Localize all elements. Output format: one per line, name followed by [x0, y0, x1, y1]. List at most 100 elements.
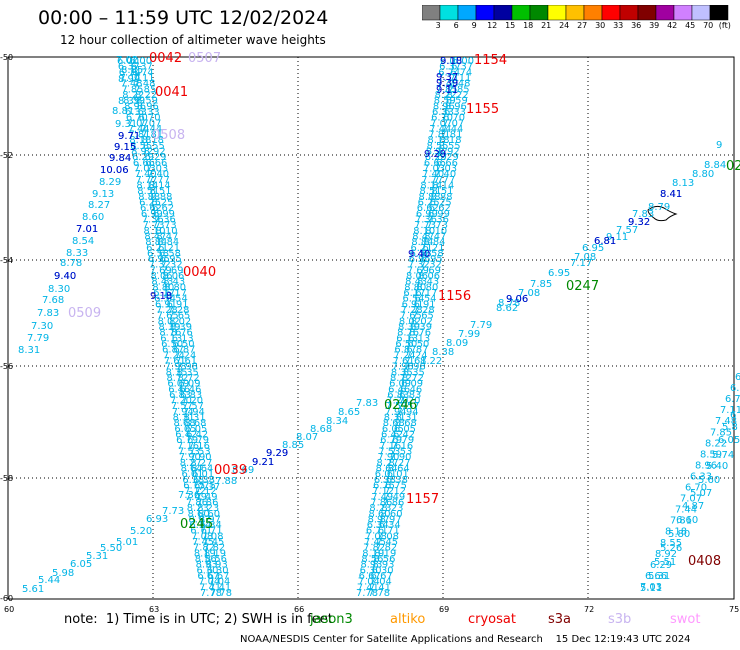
track-a-mark: 6.74 — [119, 67, 141, 78]
track-g-mark: 7.81 — [670, 516, 692, 527]
track-a2-mark: 8.84 — [157, 237, 179, 248]
track-a2-mark: 7.24 — [174, 350, 196, 361]
track-b2-mark: 6.74 — [450, 67, 472, 78]
track-b2-mark: 6.95 — [421, 254, 443, 265]
track-b-value: 9.40 — [54, 271, 76, 282]
track-a-mark: 8.55 — [130, 141, 152, 152]
track-e-value: 8.79 — [648, 202, 670, 213]
track-b-mark: 8.14 — [420, 181, 442, 192]
track-a2-mark: 8.76 — [171, 328, 193, 339]
track-a2-mark: 8.31 — [184, 413, 206, 424]
track-a2-mark: 8.51 — [150, 186, 172, 197]
track-b-mark: 6.54 — [402, 294, 424, 305]
track-b2-mark: 7.11 — [449, 73, 471, 84]
track-a-value: 8.81 — [112, 106, 134, 117]
track-b-mark: 7.11 — [437, 73, 459, 84]
track-b2-mark: 6.87 — [406, 345, 428, 356]
track-b-value: 8.33 — [66, 248, 88, 259]
track-a-mark: 6.91 — [155, 299, 177, 310]
track-b-mark: 7.32 — [408, 260, 430, 271]
track-b2-mark: 6.17 — [415, 288, 437, 299]
track-b2-mark: 7.61 — [405, 356, 427, 367]
track-a2-mark: 8.92 — [144, 147, 166, 158]
track-a2-mark: 8.23 — [197, 503, 219, 514]
track-d-value: 8.68 — [310, 424, 332, 435]
track-a-mark: 8.60 — [188, 509, 210, 520]
track-b-mark: 7.81 — [428, 130, 450, 141]
track-b2-mark: 6.13 — [408, 333, 430, 344]
track-b-value: 9.84 — [109, 153, 131, 164]
color-scale-label: 18 — [523, 21, 534, 30]
wave-height-map: 60 63 66 69 72 75-50-52-54-56-58-60 6.006.376… — [0, 51, 740, 612]
pass-id-label: 0408 — [688, 554, 721, 569]
track-a-mark: 6.70 — [126, 113, 148, 124]
track-g-mark: 8.55 — [660, 538, 682, 549]
color-scale-label: 39 — [649, 21, 660, 30]
track-a2-mark: 7.11 — [133, 73, 155, 84]
track-b2-mark: 8.60 — [381, 509, 403, 520]
track-b-mark: 7.78 — [356, 588, 378, 599]
track-d-value: 8.34 — [326, 416, 348, 427]
track-b2-mark: 7.48 — [448, 79, 470, 90]
track-e-value: 8.80 — [692, 169, 714, 180]
track-a-mark: 6.00 — [117, 56, 139, 67]
track-a2-mark: 7.04 — [208, 577, 230, 588]
track-b2-mark: 8.88 — [431, 192, 453, 203]
color-scale-label: 24 — [559, 21, 570, 30]
pass-id-label: 02 — [726, 159, 740, 174]
track-d-value: 5.31 — [86, 551, 108, 562]
color-scale-label: 9 — [471, 21, 477, 30]
track-b-mark: 8.76 — [397, 328, 419, 339]
track-a-value: 8.99 — [118, 74, 140, 85]
track-a2-mark: 6.70 — [139, 113, 161, 124]
track-b2-mark: 8.68 — [395, 418, 417, 429]
track-a2-mark: 8.64 — [191, 463, 213, 474]
track-a-mark: 8.84 — [145, 237, 167, 248]
track-b-mark: 8.06 — [406, 271, 428, 282]
track-b2-mark: 8.93 — [372, 560, 394, 571]
track-d-value: 9.29 — [266, 448, 288, 459]
track-b-mark: 7.40 — [422, 169, 444, 180]
track-a-mark: 7.90 — [179, 452, 201, 463]
track-b-mark: 8.96 — [433, 101, 455, 112]
track-b-mark: 6.13 — [396, 333, 418, 344]
color-scale-label: 6 — [453, 21, 459, 30]
credit-line: NOAA/NESDIS Center for Satellite Applica… — [240, 634, 691, 645]
track-a2-mark: 7.69 — [161, 265, 183, 276]
track-b-mark: 8.35 — [391, 367, 413, 378]
track-e-value: 9.06 — [506, 294, 528, 305]
track-a-mark: 8.22 — [122, 90, 144, 101]
track-b2-mark: 8.55 — [439, 141, 461, 152]
track-d-value: 5.50 — [100, 543, 122, 554]
track-a-mark: 8.97 — [189, 514, 211, 525]
track-g-mark: 8.92 — [655, 549, 677, 560]
track-a-mark: 8.93 — [196, 560, 218, 571]
track-d-value: 5.61 — [22, 584, 44, 595]
track-g-mark: 8.18 — [665, 527, 687, 538]
track-b2-mark: 8.23 — [381, 503, 403, 514]
track-b2-mark: 7.57 — [397, 401, 419, 412]
track-a2-mark: 6.79 — [187, 435, 209, 446]
track-b2-mark: 8.59 — [446, 96, 468, 107]
track-a-mark: 7.08 — [191, 531, 213, 542]
lat-tick-label: -52 — [0, 151, 13, 160]
track-b2-mark: 6.42 — [393, 430, 415, 441]
track-b2-mark: 6.70 — [443, 113, 465, 124]
track-b-value: 7.68 — [42, 295, 64, 306]
legend-item-swot: swot — [670, 612, 701, 627]
track-a2-mark: 7.57 — [182, 401, 204, 412]
track-a2-mark: 7.12 — [195, 486, 217, 497]
track-a-mark: 6.99 — [141, 209, 163, 220]
track-b-mark: 6.34 — [367, 520, 389, 531]
track-b-mark: 7.77 — [421, 175, 443, 186]
track-b2-mark: 7.98 — [404, 362, 426, 373]
track-a-mark: 6.50 — [161, 339, 183, 350]
track-b-mark: 7.03 — [423, 164, 445, 175]
track-a2-mark: 8.14 — [149, 181, 171, 192]
track-g-mark: 7.11 — [720, 405, 740, 416]
track-b-value: 8.31 — [18, 345, 40, 356]
color-scale-label: 36 — [631, 21, 642, 30]
track-a2-mark: 6.50 — [173, 339, 195, 350]
track-b2-mark: 8.97 — [380, 514, 402, 525]
track-a2-mark: 7.73 — [155, 220, 177, 231]
